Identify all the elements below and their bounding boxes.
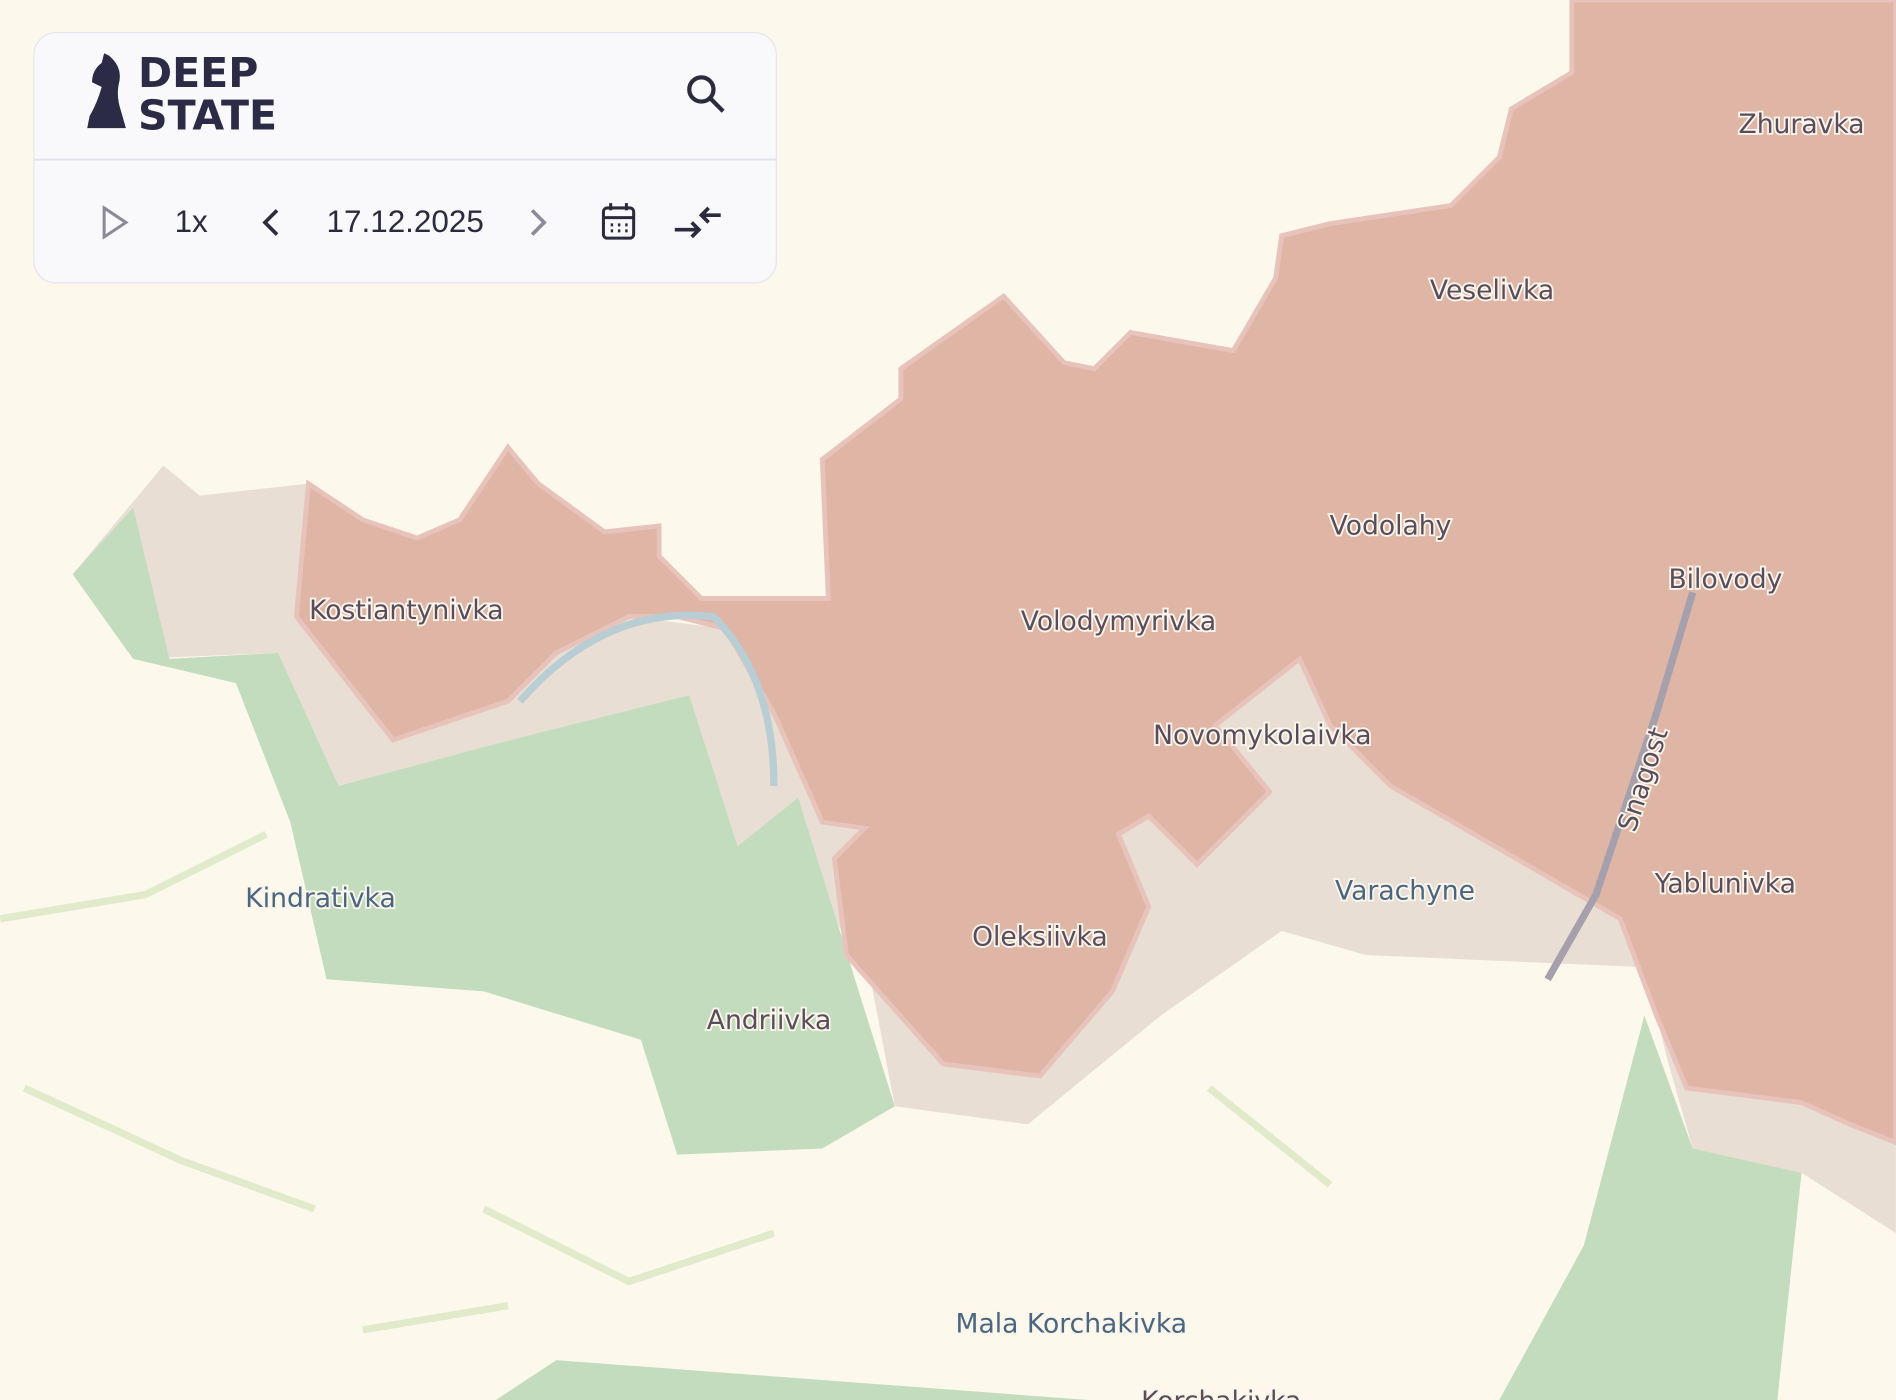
liberated-zone [1499, 1015, 1802, 1400]
place-label: Vodolahy [1330, 511, 1452, 542]
occupied-zone [293, 0, 1896, 1146]
river [517, 611, 778, 786]
compare-button[interactable] [674, 206, 721, 239]
next-day-button[interactable] [530, 209, 547, 236]
place-labels: Zhuravka Veselivka Vodolahy Bilovody Kos… [243, 107, 1866, 1400]
place-label: Veselivka [1430, 275, 1554, 306]
grey-zone [72, 465, 1896, 1234]
terrain [0, 830, 1333, 1334]
brand-text: STATE [138, 91, 277, 139]
place-label: Mala Korchakivka [956, 1309, 1188, 1340]
place-label: Kindrativka [245, 883, 395, 914]
card-background [33, 32, 777, 284]
place-label: Zhuravka [1739, 109, 1865, 140]
place-label: Novomykolaivka [1153, 720, 1371, 751]
logo-knight[interactable] [87, 53, 126, 129]
brand-text: DEEP [138, 49, 258, 97]
place-label: Varachyne [1335, 876, 1475, 907]
calendar-button[interactable] [601, 203, 636, 240]
play-button[interactable] [102, 205, 129, 240]
place-label: Korchakivka [1141, 1386, 1301, 1400]
place-label: Yablunivka [1654, 868, 1796, 899]
place-label: Bilovody [1668, 564, 1782, 595]
place-label: Kostiantynivka [309, 595, 503, 626]
search-button[interactable] [687, 75, 725, 113]
place-label: Volodymyrivka [1021, 606, 1217, 637]
liberated-zone [495, 1360, 1089, 1400]
liberated-zone [72, 507, 895, 1155]
speed-button[interactable]: 1x [175, 204, 208, 239]
date-label[interactable]: 17.12.2025 [327, 204, 484, 239]
river [1544, 591, 1697, 982]
place-label: Oleksiivka [972, 922, 1108, 953]
control-card: DEEP STATE 1x 17.12.2025 [33, 32, 777, 284]
place-label: Andriivka [707, 1005, 832, 1036]
prev-day-button[interactable] [262, 209, 279, 236]
